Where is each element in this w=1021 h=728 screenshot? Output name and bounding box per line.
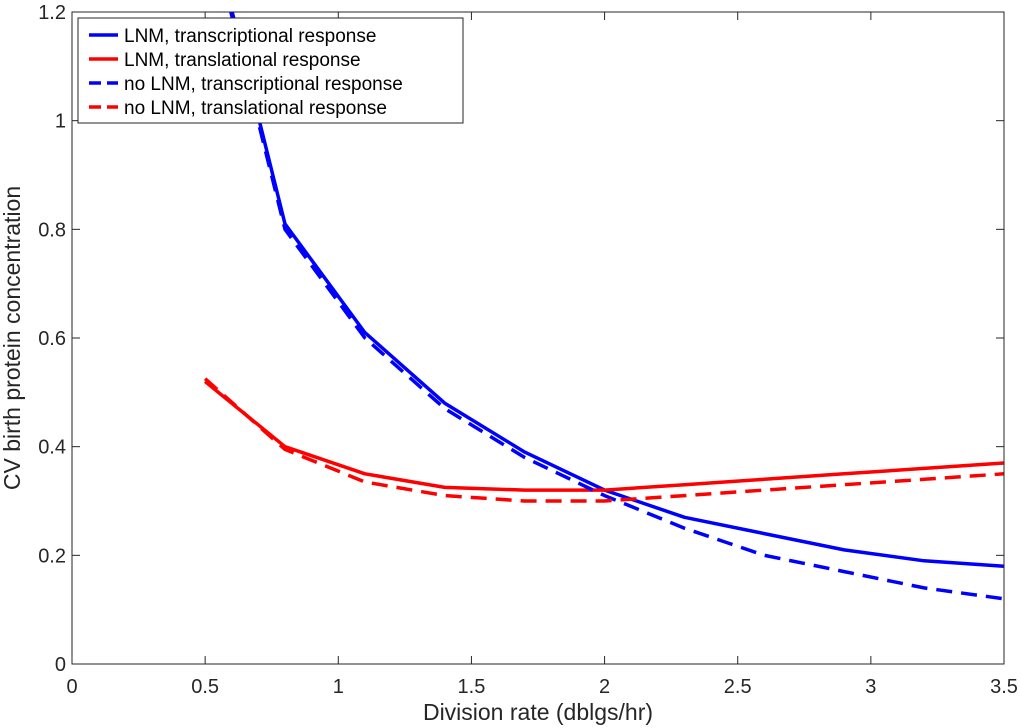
x-tick-label: 1	[333, 676, 344, 698]
x-tick-label: 2	[599, 676, 610, 698]
x-tick-label: 3.5	[990, 676, 1018, 698]
y-tick-label: 1	[55, 111, 66, 133]
legend-box	[77, 17, 464, 124]
series-layer	[203, 12, 1004, 601]
legend: LNM, transcriptional response LNM, transl…	[77, 17, 464, 124]
series-line-2	[203, 380, 1004, 492]
x-axis-title: Division rate (dblgs/hr)	[423, 699, 653, 725]
x-tick-label: 3	[865, 676, 876, 698]
legend-label-4: no LNM, translational response	[124, 98, 387, 119]
legend-label-1: LNM, transcriptional response	[124, 26, 376, 47]
y-tick-label: 0.2	[38, 545, 66, 567]
y-tick-label: 0.8	[38, 219, 66, 241]
x-tick-label: 0	[66, 676, 77, 698]
y-axis-title: CV birth protein concentration	[0, 186, 25, 490]
legend-label-3: no LNM, transcriptional response	[124, 74, 403, 95]
series-line-4	[203, 377, 1004, 503]
x-tick-label: 1.5	[458, 676, 486, 698]
y-tick-label: 1.2	[38, 2, 66, 24]
x-tick-label: 0.5	[191, 676, 219, 698]
tick-labels-layer: 0 0.5 1 1.5 2 2.5 3 3.5 0 0.2 0.4 0.6 0.8 1 1.2	[38, 2, 1018, 698]
y-tick-label: 0.4	[38, 437, 66, 459]
y-tick-label: 0	[55, 654, 66, 676]
legend-label-2: LNM, translational response	[124, 50, 361, 71]
series-line-3	[229, 12, 1004, 601]
y-tick-label: 0.6	[38, 328, 66, 350]
x-tick-label: 2.5	[724, 676, 752, 698]
